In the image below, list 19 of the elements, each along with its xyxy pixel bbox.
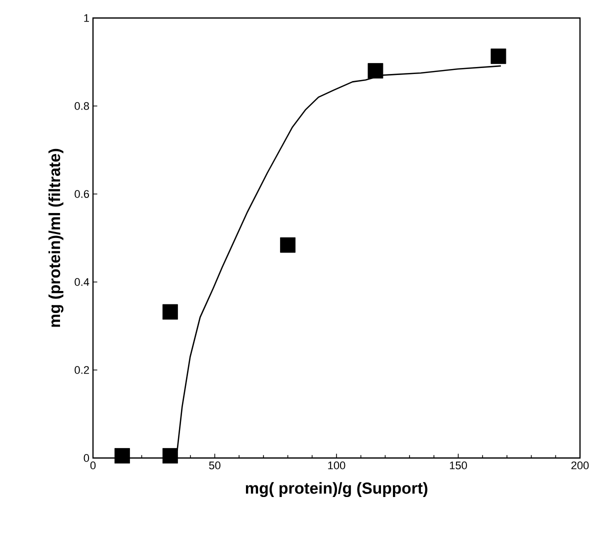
x-tick-label: 50 bbox=[209, 462, 220, 470]
x-tick-label: 200 bbox=[571, 462, 589, 470]
y-axis-title: mg (protein)/ml (filtrate) bbox=[48, 148, 64, 327]
x-tick-label: 0 bbox=[90, 462, 96, 470]
point bbox=[162, 448, 178, 464]
y-tick-label: 0.8 bbox=[74, 102, 89, 110]
point bbox=[114, 448, 130, 464]
x-tick-label: 100 bbox=[328, 462, 346, 470]
point bbox=[368, 63, 384, 78]
point bbox=[490, 48, 506, 64]
x-tick-label: 150 bbox=[450, 462, 467, 470]
y-tick-label: 0.4 bbox=[74, 278, 90, 286]
x-axis-title: mg( protein)/g (Support) bbox=[246, 482, 428, 498]
point bbox=[280, 237, 296, 253]
y-tick-label: 0.6 bbox=[74, 190, 89, 198]
point bbox=[162, 304, 178, 320]
y-tick-label: 1 bbox=[84, 14, 89, 22]
y-tick-label: 0 bbox=[84, 454, 90, 462]
y-tick-label: 0.2 bbox=[74, 366, 89, 374]
